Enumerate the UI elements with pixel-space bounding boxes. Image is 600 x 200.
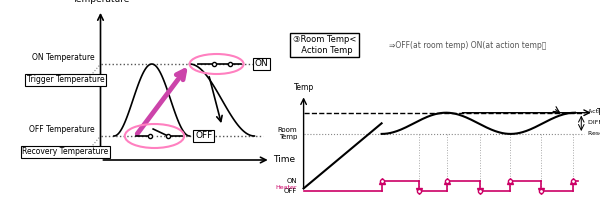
Text: Temp: Temp <box>293 83 314 92</box>
Text: Heater: Heater <box>276 185 298 190</box>
Text: ON: ON <box>254 60 268 68</box>
Text: Action Temp: Action Temp <box>587 109 600 114</box>
Text: Time: Time <box>274 156 295 164</box>
Text: ON: ON <box>287 178 298 184</box>
Text: ON Temperature: ON Temperature <box>32 53 95 62</box>
Text: Trigger Temperature: Trigger Temperature <box>26 75 104 84</box>
Text: Temperature: Temperature <box>72 0 129 4</box>
Text: Reset Temp: Reset Temp <box>587 131 600 136</box>
Text: Time: Time <box>597 108 600 117</box>
Text: Room
Temp: Room Temp <box>278 127 298 140</box>
Text: ⇒OFF(at room temp) ON(at action temp）: ⇒OFF(at room temp) ON(at action temp） <box>389 40 547 49</box>
Text: OFF: OFF <box>195 132 212 140</box>
Text: Recovery Temperature: Recovery Temperature <box>22 147 109 156</box>
Text: OFF Temperature: OFF Temperature <box>29 125 95 134</box>
Text: ③Room Temp<
  Action Temp: ③Room Temp< Action Temp <box>293 35 356 55</box>
Text: DIFF Temp: DIFF Temp <box>587 120 600 125</box>
Text: OFF: OFF <box>284 188 298 194</box>
